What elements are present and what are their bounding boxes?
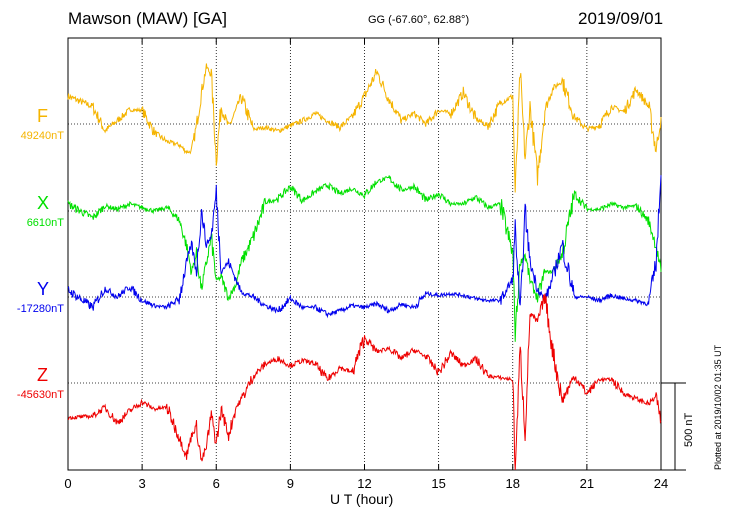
component-baseline-x: 6610nT [26, 217, 64, 229]
station-title: Mawson (MAW) [GA] [68, 9, 227, 28]
x-tick-label: 0 [64, 476, 71, 491]
x-tick-label: 12 [357, 476, 371, 491]
series-line-z [67, 293, 662, 471]
x-tick-label: 3 [139, 476, 146, 491]
x-tick-label: 18 [506, 476, 520, 491]
component-name-y: Y [37, 279, 50, 299]
grid [68, 38, 661, 470]
plotted-timestamp: Plotted at 2019/10/02 01:35 UT [713, 344, 723, 470]
date-label: 2019/09/01 [578, 9, 664, 28]
component-baseline-z: -45630nT [16, 389, 64, 401]
geographic-coordinates: GG (-67.60°, 62.88°) [368, 14, 470, 26]
component-name-x: X [37, 193, 50, 213]
x-tick-label: 6 [213, 476, 220, 491]
series-line-x [67, 175, 662, 342]
scale-bar [661, 382, 686, 471]
x-axis-ticks: 0 3 6 9 12 15 18 21 24 [64, 38, 668, 491]
component-name-z: Z [37, 365, 48, 385]
x-tick-label: 9 [287, 476, 294, 491]
series-line-f [67, 63, 662, 193]
x-tick-label: 15 [431, 476, 445, 491]
series-lines [67, 63, 662, 471]
component-baseline-f: 49240nT [20, 130, 64, 142]
x-axis-label: U T (hour) [330, 491, 394, 507]
component-baseline-y: -17280nT [16, 303, 64, 315]
component-name-f: F [37, 106, 48, 126]
x-tick-label: 21 [580, 476, 594, 491]
series-line-y [67, 175, 662, 319]
scale-label: 500 nT [683, 412, 695, 447]
x-tick-label: 24 [654, 476, 668, 491]
